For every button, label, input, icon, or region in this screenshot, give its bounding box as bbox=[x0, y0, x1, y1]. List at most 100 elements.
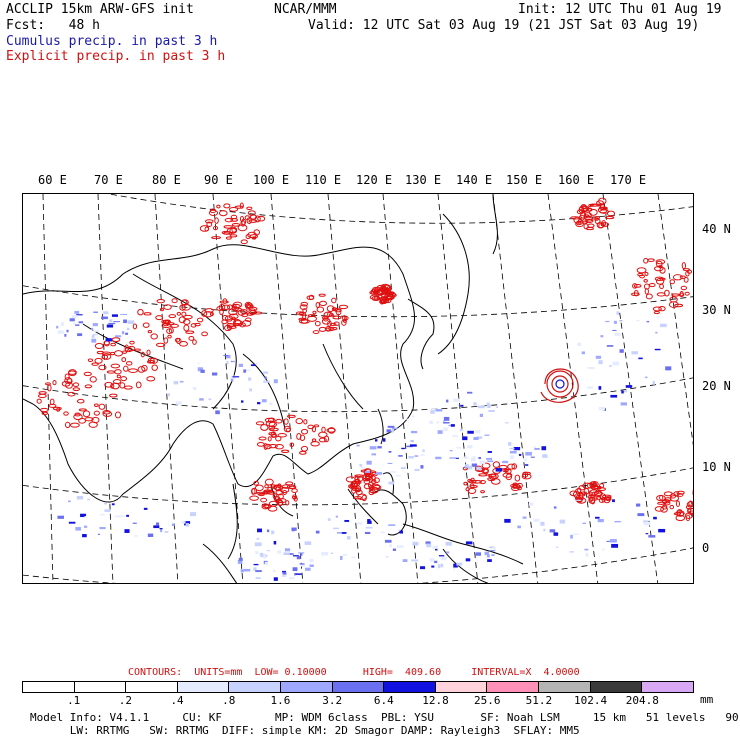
precip-cell bbox=[277, 550, 282, 554]
precip-cell bbox=[56, 325, 59, 329]
precip-cell bbox=[197, 367, 203, 372]
precip-cell bbox=[241, 319, 252, 327]
precip-cell bbox=[232, 376, 240, 378]
precip-cell bbox=[449, 449, 453, 452]
precip-cell bbox=[101, 353, 112, 360]
precip-cell bbox=[366, 460, 372, 465]
precip-cell bbox=[491, 554, 495, 557]
precip-cell bbox=[179, 380, 184, 383]
precip-cell bbox=[453, 398, 460, 402]
precip-cell bbox=[94, 357, 103, 364]
precip-cell bbox=[174, 337, 181, 343]
precip-cell bbox=[218, 210, 228, 217]
precip-cell bbox=[470, 477, 475, 482]
precip-cell bbox=[316, 306, 325, 313]
precip-cell bbox=[654, 276, 664, 282]
colorbar-cell bbox=[487, 682, 540, 692]
precip-cell bbox=[72, 382, 80, 387]
precip-cell bbox=[401, 447, 405, 450]
precip-cell bbox=[121, 331, 125, 335]
precip-cell bbox=[584, 548, 589, 551]
precip-cell bbox=[637, 513, 645, 517]
precip-cell bbox=[588, 496, 596, 504]
precip-cell bbox=[123, 385, 133, 390]
precip-cell bbox=[569, 551, 574, 553]
precip-cell bbox=[609, 365, 612, 367]
precip-cell bbox=[73, 322, 76, 325]
precip-cell bbox=[176, 311, 182, 316]
precip-cell bbox=[595, 355, 602, 359]
precip-cell bbox=[683, 276, 689, 283]
precip-cell bbox=[465, 541, 473, 545]
precip-cell bbox=[659, 266, 666, 274]
precip-cell bbox=[410, 440, 414, 442]
precip-cell bbox=[327, 518, 331, 521]
precip-cell bbox=[219, 300, 229, 304]
precip-cell bbox=[163, 337, 169, 344]
precip-cell bbox=[389, 544, 393, 548]
precip-cell bbox=[406, 445, 413, 448]
precip-cell bbox=[223, 225, 233, 229]
precip-cell bbox=[171, 523, 175, 527]
precip-cell bbox=[93, 410, 100, 416]
precip-cell bbox=[285, 481, 294, 486]
precip-cell bbox=[238, 363, 243, 367]
precip-cell bbox=[64, 333, 67, 337]
precip-cell bbox=[450, 424, 455, 427]
precip-cell bbox=[436, 421, 440, 424]
precip-cell bbox=[221, 314, 229, 321]
precip-cell bbox=[387, 425, 395, 428]
precip-cell bbox=[127, 320, 135, 324]
precip-cell bbox=[595, 516, 600, 519]
precip-cell bbox=[332, 307, 338, 312]
precip-cell bbox=[599, 209, 610, 214]
colorbar-label: 51.2 bbox=[525, 694, 553, 707]
precip-cell bbox=[241, 313, 249, 318]
precip-cell bbox=[462, 436, 468, 441]
precip-cell bbox=[654, 506, 665, 512]
precip-cell bbox=[259, 552, 264, 556]
precip-cell bbox=[228, 308, 238, 316]
precip-cell bbox=[89, 376, 97, 383]
precip-cell bbox=[654, 348, 661, 351]
precip-cell bbox=[367, 520, 372, 524]
precip-cell bbox=[323, 311, 333, 318]
precip-cell bbox=[327, 427, 336, 434]
precip-cell bbox=[134, 348, 141, 352]
precip-cell bbox=[76, 314, 83, 316]
precip-cell bbox=[41, 411, 49, 415]
precip-cell bbox=[318, 437, 327, 443]
precip-cell bbox=[254, 484, 264, 492]
precip-cell bbox=[160, 528, 163, 533]
precip-cell bbox=[340, 555, 343, 560]
precip-cell bbox=[540, 521, 545, 526]
precip-cell bbox=[325, 327, 335, 332]
precip-cell bbox=[481, 462, 491, 469]
precip-cell bbox=[487, 559, 492, 562]
precip-cell bbox=[299, 434, 306, 441]
precip-cell bbox=[76, 496, 84, 500]
precip-cell bbox=[286, 553, 294, 555]
precip-cell bbox=[639, 274, 645, 279]
precip-cell bbox=[97, 533, 100, 535]
precip-cell bbox=[223, 231, 233, 235]
precip-cell bbox=[226, 325, 232, 331]
precip-cell bbox=[156, 299, 166, 304]
precip-cell bbox=[489, 546, 495, 549]
precip-cell bbox=[231, 361, 235, 364]
precip-cell bbox=[203, 311, 213, 318]
precip-cell bbox=[478, 456, 482, 460]
precip-cell bbox=[588, 208, 598, 216]
precip-cell bbox=[600, 222, 610, 227]
precip-cell bbox=[119, 382, 126, 389]
contours-high: HIGH= 409.60 bbox=[362, 667, 442, 678]
precip-cell bbox=[266, 550, 271, 552]
precip-cell bbox=[80, 513, 87, 518]
precip-cell bbox=[582, 522, 586, 525]
precip-cell bbox=[140, 351, 145, 358]
precip-cell bbox=[686, 269, 693, 274]
precip-cell bbox=[606, 210, 616, 217]
precip-cell bbox=[271, 433, 277, 438]
precip-cell bbox=[385, 295, 395, 300]
precip-cell bbox=[514, 474, 521, 482]
